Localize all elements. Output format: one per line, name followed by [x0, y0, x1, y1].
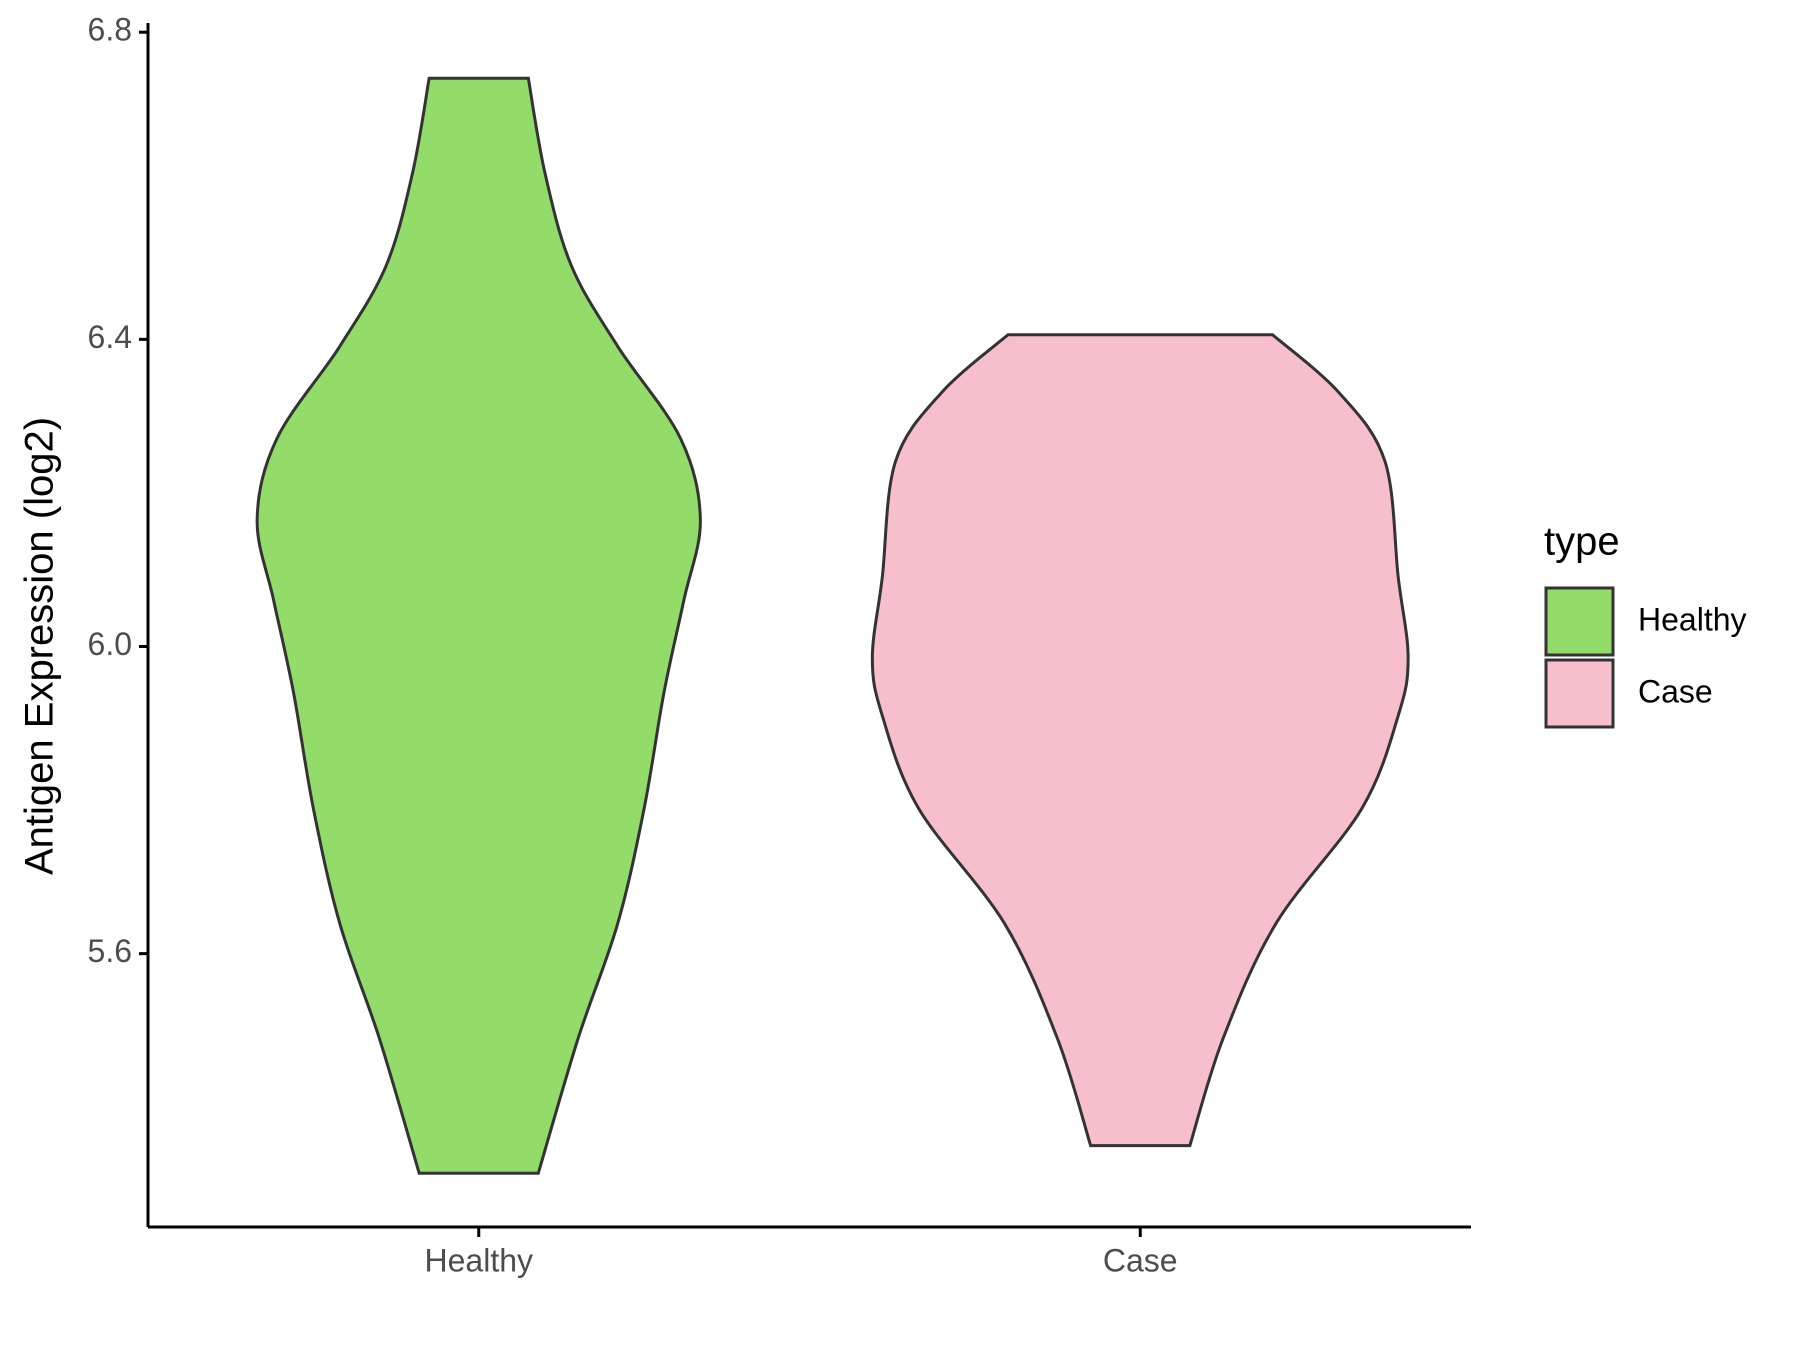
legend-label: Case: [1638, 673, 1713, 709]
y-tick-label: 6.8: [88, 12, 132, 48]
legend-title: type: [1544, 520, 1620, 564]
y-tick-label: 6.4: [88, 319, 132, 355]
legend-label: Healthy: [1638, 601, 1747, 637]
legend-key: [1544, 586, 1615, 657]
x-tick-label: Healthy: [425, 1242, 534, 1278]
violin: [255, 76, 702, 1175]
y-axis-label: Antigen Expression (log2): [18, 417, 62, 875]
y-tick-label: 5.6: [88, 933, 132, 969]
violin: [870, 333, 1410, 1148]
x-tick-label: Case: [1103, 1242, 1178, 1278]
legend-key: [1544, 658, 1615, 729]
y-tick-label: 6.0: [88, 626, 132, 662]
